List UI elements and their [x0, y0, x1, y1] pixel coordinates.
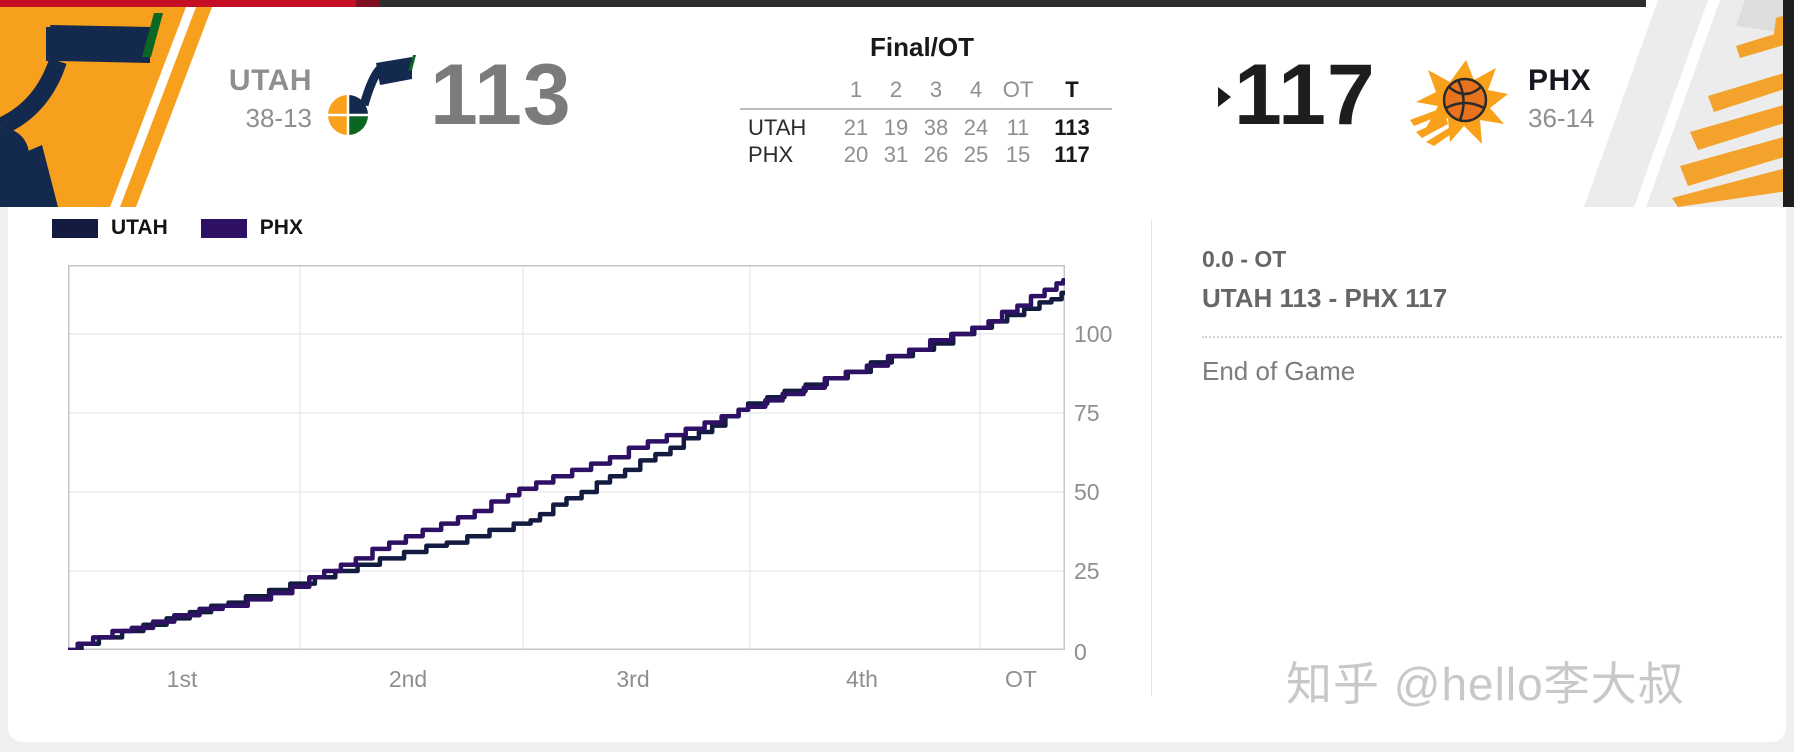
- ytick-50: 50: [1074, 479, 1100, 505]
- away-team-block: UTAH 38-13: [180, 64, 313, 133]
- suns-logo-icon: [1410, 60, 1508, 146]
- legend-label-phx: PHX: [259, 216, 303, 239]
- xtick-ot: OT: [1005, 666, 1037, 692]
- xtick-2nd: 2nd: [388, 666, 428, 692]
- linescore-row-away: UTAH 21 19 38 24 11 113: [748, 115, 1090, 140]
- linescore-header-row: 1 2 3 4 OT T: [740, 76, 1112, 104]
- ytick-75: 75: [1074, 400, 1100, 426]
- jazz-banner-graphic: [0, 7, 212, 207]
- col-q2: 2: [889, 77, 903, 102]
- home-team-block: PHX 36-14: [1528, 64, 1688, 133]
- utah-color-swatch: [52, 218, 98, 238]
- top-bar-dark: [380, 0, 1646, 7]
- legend-item-utah: UTAH: [52, 216, 168, 240]
- winner-arrow-icon: [1218, 87, 1231, 107]
- top-bar-red: [0, 0, 356, 7]
- home-team-name: PHX: [1528, 64, 1592, 97]
- chart-legend: UTAH PHX: [52, 216, 336, 240]
- content-card: [8, 0, 1786, 742]
- watermark: 知乎 @hello李大叔: [1286, 658, 1685, 710]
- xtick-1st: 1st: [166, 666, 198, 692]
- col-q1: 1: [849, 77, 863, 102]
- legend-label-utah: UTAH: [111, 216, 168, 239]
- xtick-4th: 4th: [846, 666, 878, 692]
- top-bar-darkred: [356, 0, 380, 7]
- legend-item-phx: PHX: [200, 216, 303, 240]
- col-total: T: [1065, 77, 1079, 102]
- ytick-25: 25: [1074, 558, 1100, 584]
- linescore-row-home: PHX 20 31 26 25 15 117: [748, 142, 1090, 167]
- away-team-record: 38-13: [245, 103, 313, 133]
- ytick-0: 0: [1074, 639, 1087, 665]
- suns-banner-graphic: [1584, 0, 1794, 207]
- linescore-divider: [740, 108, 1112, 110]
- home-score: 117: [1234, 47, 1376, 143]
- game-status: Final/OT: [870, 32, 974, 62]
- col-ot: OT: [1002, 77, 1034, 102]
- info-dotted-divider: [1202, 336, 1782, 338]
- info-clock-line: 0.0 - OT: [1202, 246, 1287, 272]
- xtick-3rd: 3rd: [616, 666, 650, 692]
- away-team-name: UTAH: [228, 64, 312, 97]
- score-line-chart: [68, 265, 1065, 650]
- info-status-line: End of Game: [1202, 356, 1356, 386]
- phx-color-swatch: [200, 218, 247, 238]
- home-team-record: 36-14: [1528, 103, 1595, 133]
- panel-divider: [1151, 220, 1152, 696]
- col-q4: 4: [969, 77, 983, 102]
- away-score: 113: [430, 47, 572, 143]
- col-q3: 3: [929, 77, 943, 102]
- info-score-line: UTAH 113 - PHX 117: [1202, 283, 1448, 313]
- jazz-logo-icon: [328, 55, 416, 135]
- ytick-100: 100: [1074, 321, 1113, 347]
